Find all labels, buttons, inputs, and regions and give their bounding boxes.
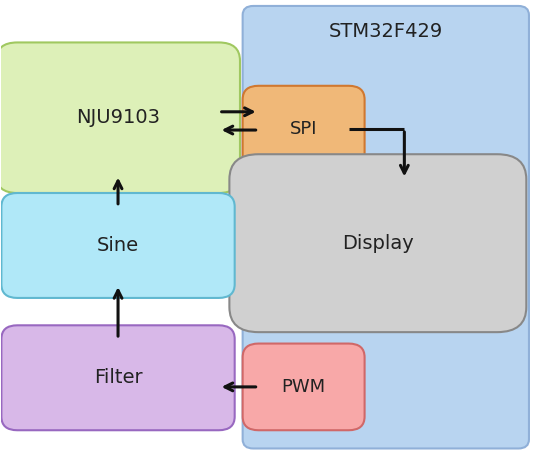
- FancyBboxPatch shape: [229, 154, 526, 332]
- Text: STM32F429: STM32F429: [329, 22, 443, 41]
- Text: NJU9103: NJU9103: [76, 108, 160, 127]
- Text: Display: Display: [342, 234, 414, 253]
- Text: SPI: SPI: [290, 120, 317, 138]
- FancyBboxPatch shape: [243, 86, 365, 173]
- FancyBboxPatch shape: [243, 343, 365, 430]
- FancyBboxPatch shape: [2, 325, 235, 430]
- FancyBboxPatch shape: [2, 193, 235, 298]
- Text: Filter: Filter: [94, 368, 142, 387]
- FancyBboxPatch shape: [0, 42, 240, 193]
- Text: Sine: Sine: [97, 236, 139, 255]
- FancyBboxPatch shape: [243, 6, 529, 448]
- Text: PWM: PWM: [281, 378, 326, 396]
